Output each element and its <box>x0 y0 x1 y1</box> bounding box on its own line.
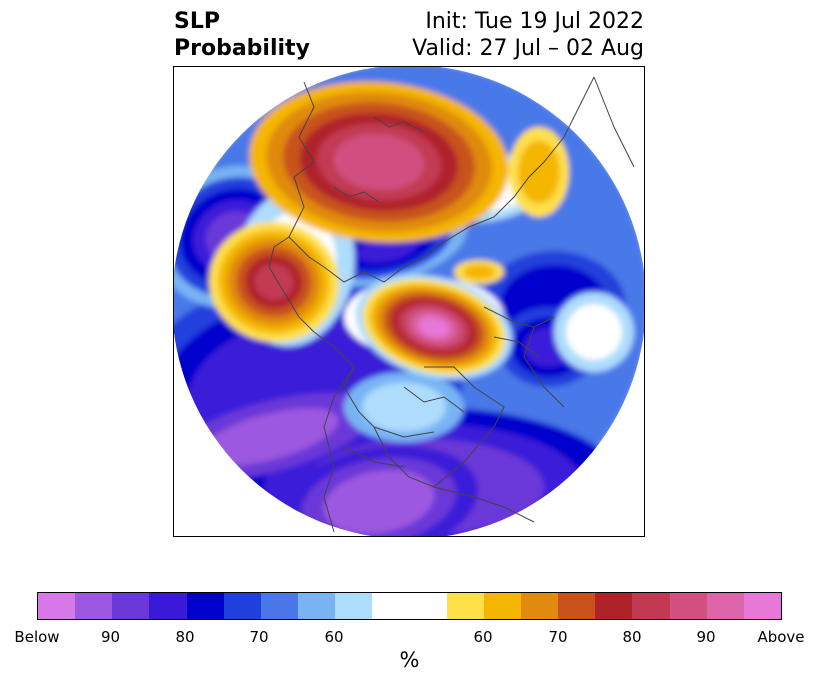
coastline <box>493 336 540 358</box>
coastline <box>523 326 565 408</box>
colorbar-tick-label: 80 <box>622 628 642 646</box>
colorbar-tick-label: 70 <box>548 628 568 646</box>
colorbar-swatch <box>632 593 670 619</box>
colorbar <box>37 592 782 620</box>
title-product: Probability <box>174 36 310 61</box>
colorbar-swatch <box>149 593 187 619</box>
coastline <box>333 186 380 203</box>
valid-range: Valid: 27 Jul – 02 Aug <box>412 36 644 61</box>
near-normal-region <box>362 382 446 432</box>
coastline <box>483 306 555 328</box>
colorbar-swatch <box>38 593 76 619</box>
coastline <box>433 486 535 523</box>
colorbar-tick-label: 90 <box>100 628 121 646</box>
colorbar-swatch <box>112 593 150 619</box>
probability-fields <box>174 67 644 536</box>
coastline <box>288 81 425 283</box>
coastline <box>268 236 315 333</box>
colorbar-swatch <box>186 593 224 619</box>
colorbar-swatch <box>521 593 559 619</box>
colorbar-swatch <box>335 593 373 619</box>
colorbar-swatch <box>260 593 299 619</box>
above-normal-region <box>518 140 560 204</box>
colorbar-swatch <box>298 593 336 619</box>
coastline <box>403 386 465 413</box>
polar-map <box>173 66 645 537</box>
below-normal-region <box>323 470 435 534</box>
colorbar-tick-labels: Below 90 80 70 60 60 70 80 90 Above <box>14 628 804 648</box>
init-date: Init: Tue 19 Jul 2022 <box>425 9 644 34</box>
colorbar-tick-label: 70 <box>249 628 269 646</box>
colorbar-swatch <box>446 593 484 619</box>
above-normal-region <box>419 317 449 337</box>
colorbar-tick-label: Below <box>14 628 60 646</box>
coastline <box>323 366 355 533</box>
colorbar-unit: % <box>399 648 420 672</box>
forecast-dates: Init: Tue 19 Jul 2022 Valid: 27 Jul – 02… <box>412 8 644 62</box>
colorbar-tick-label: 80 <box>175 628 195 646</box>
colorbar-swatch <box>595 593 633 619</box>
probability-map <box>174 67 644 536</box>
colorbar-swatch <box>706 593 744 619</box>
colorbar-swatch <box>75 593 113 619</box>
above-normal-region <box>462 264 496 280</box>
colorbar-tick-label: 90 <box>696 628 716 646</box>
map-title: SLP Probability <box>174 8 310 62</box>
title-variable: SLP <box>174 9 220 34</box>
colorbar-tick-label: Above <box>757 628 805 646</box>
coastline <box>373 426 435 438</box>
colorbar-swatch <box>743 593 782 619</box>
colorbar-swatch <box>372 593 447 619</box>
near-normal-region <box>566 304 622 360</box>
coastline <box>313 331 505 488</box>
coastlines <box>268 76 635 533</box>
coastline <box>423 76 595 258</box>
coastline <box>593 76 635 168</box>
coastline <box>343 446 405 468</box>
coastline <box>373 116 425 133</box>
colorbar-swatch <box>558 593 596 619</box>
below-normal-region <box>199 408 339 466</box>
above-normal-region <box>333 133 425 191</box>
colorbar-swatch <box>483 593 522 619</box>
colorbar-swatch <box>223 593 261 619</box>
colorbar-swatch <box>669 593 707 619</box>
colorbar-tick-label: 60 <box>324 628 344 646</box>
colorbar-tick-label: 60 <box>473 628 493 646</box>
